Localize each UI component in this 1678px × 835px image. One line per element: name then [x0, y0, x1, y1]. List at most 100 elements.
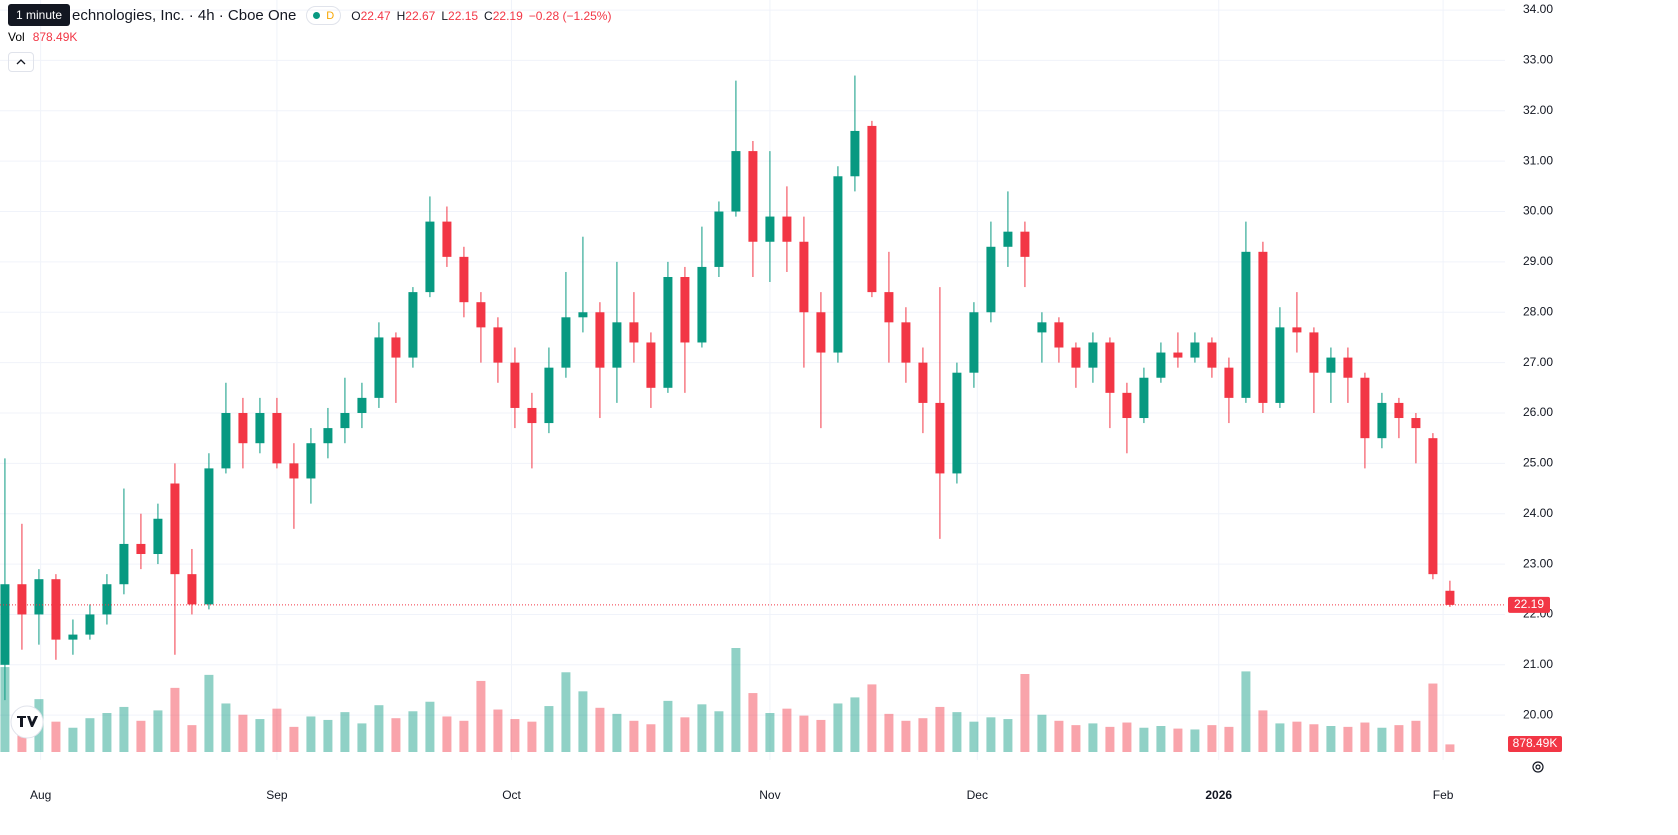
volume-bar: [561, 672, 571, 752]
volume-bar: [1394, 725, 1404, 752]
candle-body: [731, 151, 741, 212]
ohlc-key: C: [484, 8, 493, 23]
candle-body: [714, 211, 724, 267]
volume-bar: [1377, 727, 1387, 752]
volume-bar: [221, 703, 231, 752]
candle-body: [918, 362, 928, 403]
volume-bar: [238, 714, 248, 752]
volume-bar: [1207, 725, 1217, 752]
candle-body: [680, 277, 690, 343]
candle-body: [391, 337, 401, 358]
legend: 1 minute echnologies, Inc. · 4h · Cboe O…: [8, 4, 617, 26]
candle-body: [1037, 322, 1047, 333]
volume-bar: [204, 674, 214, 752]
candle-body: [1360, 377, 1370, 439]
volume-bar: [323, 719, 333, 752]
candle-body: [935, 402, 945, 474]
volume-bar: [901, 720, 911, 752]
volume-bar: [255, 719, 265, 752]
volume-bar: [170, 687, 180, 752]
y-tick-label: 24.00: [1523, 506, 1553, 520]
candle-body: [1088, 342, 1098, 368]
volume-bar: [748, 693, 758, 752]
y-tick-label: 30.00: [1523, 204, 1553, 218]
x-tick-label: Feb: [1433, 788, 1454, 802]
candle-body: [51, 579, 61, 640]
candle-body: [799, 241, 809, 313]
volume-key: Vol: [8, 30, 25, 44]
collapse-button[interactable]: [8, 52, 34, 72]
candle-body: [527, 407, 537, 424]
candle-body: [476, 302, 486, 328]
volume-bar: [935, 706, 945, 752]
candle-body: [765, 216, 775, 242]
volume-bar: [408, 711, 418, 752]
badge: D: [326, 9, 335, 22]
volume-bar: [816, 719, 826, 752]
market-status[interactable]: D: [306, 6, 342, 25]
candle-body: [697, 266, 707, 343]
candle-body: [1122, 392, 1132, 419]
volume-bar: [1139, 727, 1149, 752]
volume-bar: [306, 716, 316, 752]
candle-body: [561, 317, 571, 368]
candle-body: [816, 312, 826, 353]
volume-value: 878.49K: [32, 30, 78, 44]
volume-bar: [1088, 723, 1098, 752]
candle-body: [442, 221, 452, 257]
volume-bar: [119, 706, 129, 752]
candle-body: [323, 428, 333, 444]
last-price-label: 22.19: [1514, 597, 1544, 611]
candle-body: [187, 574, 197, 605]
candle-body: [867, 125, 877, 293]
volume-bar: [1037, 714, 1047, 752]
volume-bar: [578, 691, 588, 752]
volume-bar: [850, 697, 860, 752]
candle-body: [374, 337, 384, 398]
ohlc-value: 22.19: [492, 8, 523, 23]
candle-body: [289, 463, 299, 479]
y-tick-label: 23.00: [1523, 556, 1553, 570]
volume-bar: [1241, 671, 1251, 752]
candle-body: [663, 277, 673, 388]
volume-bar: [952, 712, 962, 752]
candle-body: [901, 322, 911, 363]
volume-bar: [1326, 726, 1336, 752]
volume-bar: [1003, 719, 1013, 752]
volume-bar: [68, 727, 78, 752]
volume-value-label: 878.49K: [1513, 736, 1558, 750]
volume-box: [1508, 736, 1562, 752]
candle-body: [340, 412, 350, 429]
volume-bar: [544, 706, 554, 752]
volume-bar: [782, 708, 792, 752]
candle-body: [1292, 327, 1302, 333]
candle-body: [153, 518, 163, 555]
candle-body: [1224, 367, 1234, 398]
candle-body: [119, 543, 129, 585]
volume-bar: [1309, 724, 1319, 752]
candle-body: [17, 584, 27, 615]
volume-bar: [357, 723, 367, 752]
volume-bar: [1122, 722, 1132, 752]
volume-bar: [153, 710, 163, 752]
y-tick-label: 21.00: [1523, 657, 1553, 671]
volume-bar: [1105, 726, 1115, 752]
volume-bar: [1360, 722, 1370, 752]
y-tick-label: 32.00: [1523, 103, 1553, 117]
settings-icon[interactable]: [1532, 761, 1544, 773]
candle-body: [1445, 590, 1455, 605]
y-tick-label: 20.00: [1523, 707, 1553, 721]
volume-bar: [442, 716, 452, 752]
x-tick-label: Sep: [266, 788, 288, 802]
change: −0.28 (−1.25%): [528, 8, 612, 23]
candle-body: [102, 584, 112, 615]
candle-body: [850, 130, 860, 177]
candle-body: [1394, 402, 1404, 419]
candle-body: [0, 584, 10, 665]
volume-bar: [1411, 720, 1421, 752]
volume-bar: [612, 713, 622, 752]
volume-bar: [1343, 726, 1353, 752]
volume-bar: [697, 704, 707, 752]
candle-body: [1156, 352, 1166, 378]
